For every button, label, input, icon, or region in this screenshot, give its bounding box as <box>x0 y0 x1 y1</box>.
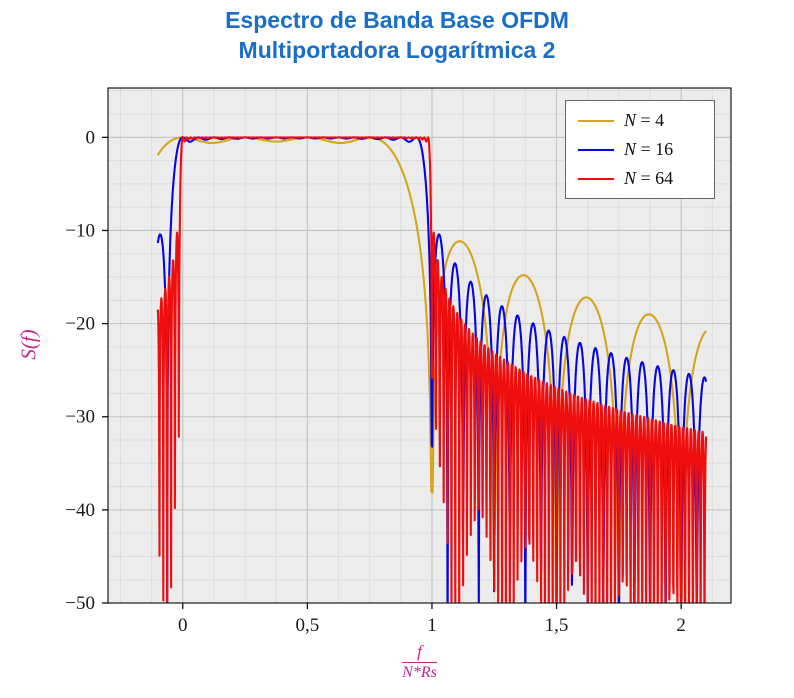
series-group <box>156 136 708 603</box>
y-tick-label: −10 <box>65 220 95 241</box>
y-tick-label: −30 <box>65 407 95 428</box>
legend-line-swatch <box>578 119 614 122</box>
chart-title: Espectro de Banda Base OFDM Multiportado… <box>0 6 794 66</box>
plot-frame <box>107 87 732 604</box>
x-tick-label: 2 <box>676 615 686 636</box>
legend-line-swatch <box>578 177 614 180</box>
x-tick-label: 0 <box>178 615 188 636</box>
y-tick-label: −20 <box>65 314 95 335</box>
legend-label: N = 16 <box>624 139 674 159</box>
x-axis-label: f N*Rs <box>108 642 731 683</box>
legend: N = 4 N = 16 N = 64 <box>565 100 715 199</box>
x-tick-label: 1 <box>427 615 437 636</box>
legend-item: N = 4 <box>566 106 714 135</box>
chart-title-line1: Espectro de Banda Base OFDM <box>225 7 569 33</box>
curve-n64 <box>156 136 708 603</box>
x-axis-label-numerator: f <box>402 642 437 663</box>
y-tick-label: −50 <box>65 593 95 614</box>
x-axis-label-fraction: f N*Rs <box>402 642 437 683</box>
x-tick-label: 0,5 <box>295 615 319 636</box>
legend-line-swatch <box>578 148 614 151</box>
x-axis-label-denominator: N*Rs <box>402 663 437 681</box>
y-tick-label: −40 <box>65 500 95 521</box>
legend-item: N = 16 <box>566 135 714 164</box>
axis-ticks: 0 0,5 1 1,5 2 0 −10 −20 −30 −40 −50 <box>65 127 686 636</box>
legend-item: N = 64 <box>566 164 714 193</box>
legend-label: N = 64 <box>624 168 674 188</box>
x-tick-label: 1,5 <box>545 615 569 636</box>
y-axis-label: S(f) <box>16 329 41 360</box>
chart-title-line2: Multiportadora Logarítmica 2 <box>238 36 556 63</box>
legend-label: N = 4 <box>624 110 665 130</box>
y-tick-label: 0 <box>86 127 96 148</box>
